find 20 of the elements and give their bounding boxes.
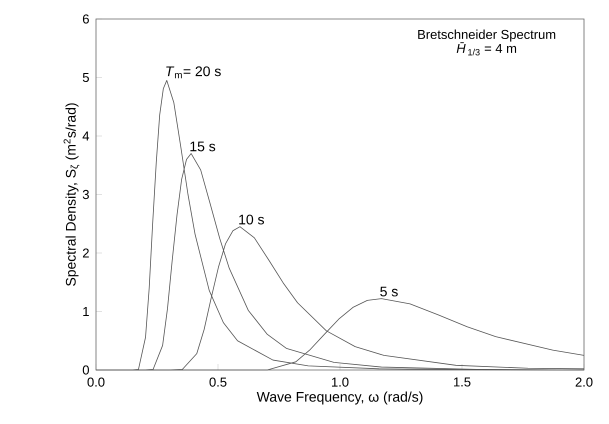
y-tick-label: 0 — [82, 365, 89, 375]
series-label: 5 s — [380, 286, 398, 296]
annotation: H̄$_{1/3}$ = 4 m — [456, 42, 516, 56]
series-label: 15 s — [190, 142, 216, 152]
y-axis-title: Spectral Density, S$_{ζ}$ (m$^{2}$s/rad) — [64, 103, 80, 286]
y-tick-label: 3 — [82, 190, 89, 200]
x-tick-label: 2.0 — [576, 378, 593, 387]
y-tick-label: 2 — [82, 248, 89, 258]
y-tick-label: 1 — [83, 307, 89, 316]
x-tick-label: 0.5 — [210, 378, 226, 387]
series-label: T$_{m}$= 20 s — [166, 66, 221, 78]
x-tick-label: 1.0 — [332, 378, 349, 387]
annotation: Bretschneider Spectrum — [418, 30, 556, 42]
y-tick-label: 6 — [82, 14, 89, 24]
x-tick-label: 0.0 — [88, 378, 105, 387]
x-tick-label: 1.5 — [454, 378, 470, 387]
x-axis-title: Wave Frequency, ω (rad/s) — [256, 392, 422, 405]
y-tick-label: 4 — [82, 132, 90, 140]
series-label: 10 s — [239, 214, 264, 224]
y-tick-label: 5 — [82, 72, 89, 82]
